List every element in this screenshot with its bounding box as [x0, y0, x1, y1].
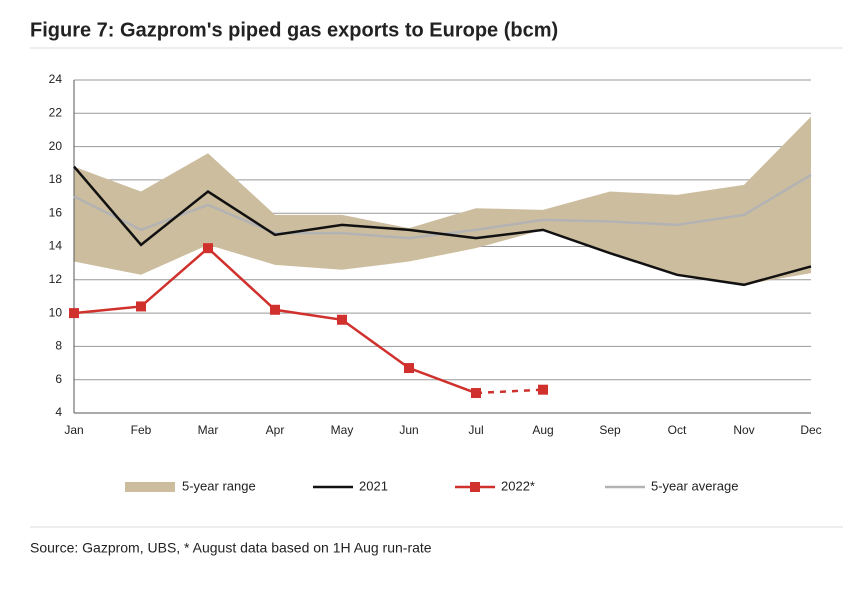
marker	[404, 363, 414, 374]
marker	[270, 304, 280, 315]
y-tick-label: 14	[49, 239, 63, 253]
x-tick-label: Dec	[800, 423, 821, 437]
x-tick-label: Apr	[266, 423, 285, 437]
marker	[136, 301, 146, 312]
series-line	[73, 165, 812, 287]
x-tick-label: Jul	[468, 423, 483, 437]
y-tick-label: 4	[55, 405, 62, 419]
y-tick-label: 12	[49, 272, 63, 286]
x-tick-label: Feb	[131, 423, 152, 437]
y-tick-label: 6	[55, 372, 62, 386]
x-tick-label: Sep	[599, 423, 621, 437]
x-tick-label: May	[331, 423, 354, 437]
marker	[471, 388, 481, 399]
y-tick-label: 8	[55, 339, 62, 353]
x-tick-label: Oct	[668, 423, 687, 437]
y-tick-label: 24	[49, 72, 63, 86]
legend-label: 5-year average	[651, 478, 738, 493]
x-tick-label: Nov	[733, 423, 754, 437]
y-tick-label: 22	[49, 105, 63, 119]
x-tick-label: Jun	[399, 423, 418, 437]
y-tick-label: 20	[49, 139, 63, 153]
legend-swatch	[125, 482, 175, 492]
legend-swatch	[470, 482, 480, 492]
y-tick-label: 10	[49, 305, 63, 319]
range-band	[74, 116, 811, 285]
source-note: Source: Gazprom, UBS, * August data base…	[30, 540, 432, 556]
y-tick-label: 16	[49, 205, 63, 219]
legend-label: 2022*	[501, 478, 535, 493]
series-line	[475, 388, 544, 395]
y-tick-label: 18	[49, 172, 63, 186]
x-tick-label: Aug	[532, 423, 553, 437]
x-tick-label: Jan	[64, 423, 83, 437]
marker	[203, 243, 213, 254]
marker	[538, 384, 548, 395]
x-tick-label: Mar	[198, 423, 219, 437]
legend-label: 2021	[359, 478, 388, 493]
marker	[69, 308, 79, 319]
marker	[337, 314, 347, 325]
legend-label: 5-year range	[182, 478, 256, 493]
chart-title: Figure 7: Gazprom's piped gas exports to…	[30, 19, 558, 41]
